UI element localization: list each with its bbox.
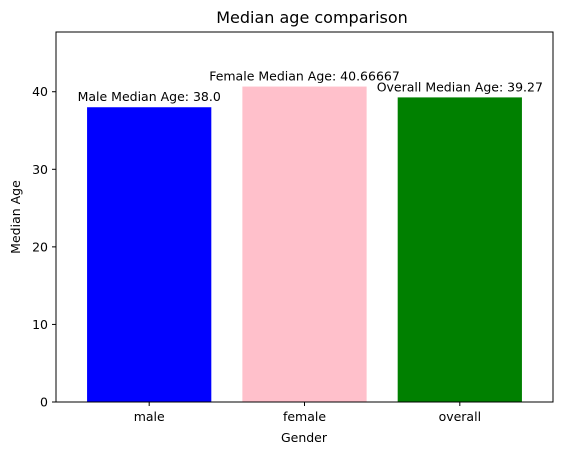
bar-overall	[397, 97, 522, 402]
data-label-male: Male Median Age: 38.0	[78, 89, 221, 104]
chart-title: Median age comparison	[216, 8, 408, 27]
x-axis-label: Gender	[281, 430, 328, 445]
y-tick-label: 20	[32, 239, 48, 254]
y-tick-label: 10	[32, 317, 48, 332]
x-tick-label-male: male	[134, 409, 165, 424]
y-tick-label: 40	[32, 84, 48, 99]
bar-male	[87, 107, 212, 402]
data-label-overall: Overall Median Age: 39.27	[377, 79, 543, 94]
x-tick-label-overall: overall	[439, 409, 481, 424]
y-tick-label: 30	[32, 162, 48, 177]
data-label-female: Female Median Age: 40.66667	[209, 69, 400, 84]
y-tick-label: 0	[40, 395, 48, 410]
plot-area: Male Median Age: 38.0 Female Median Age: …	[32, 31, 554, 424]
bar-female	[242, 86, 367, 403]
y-axis-label: Median Age	[8, 180, 23, 254]
x-tick-label-female: female	[283, 409, 326, 424]
